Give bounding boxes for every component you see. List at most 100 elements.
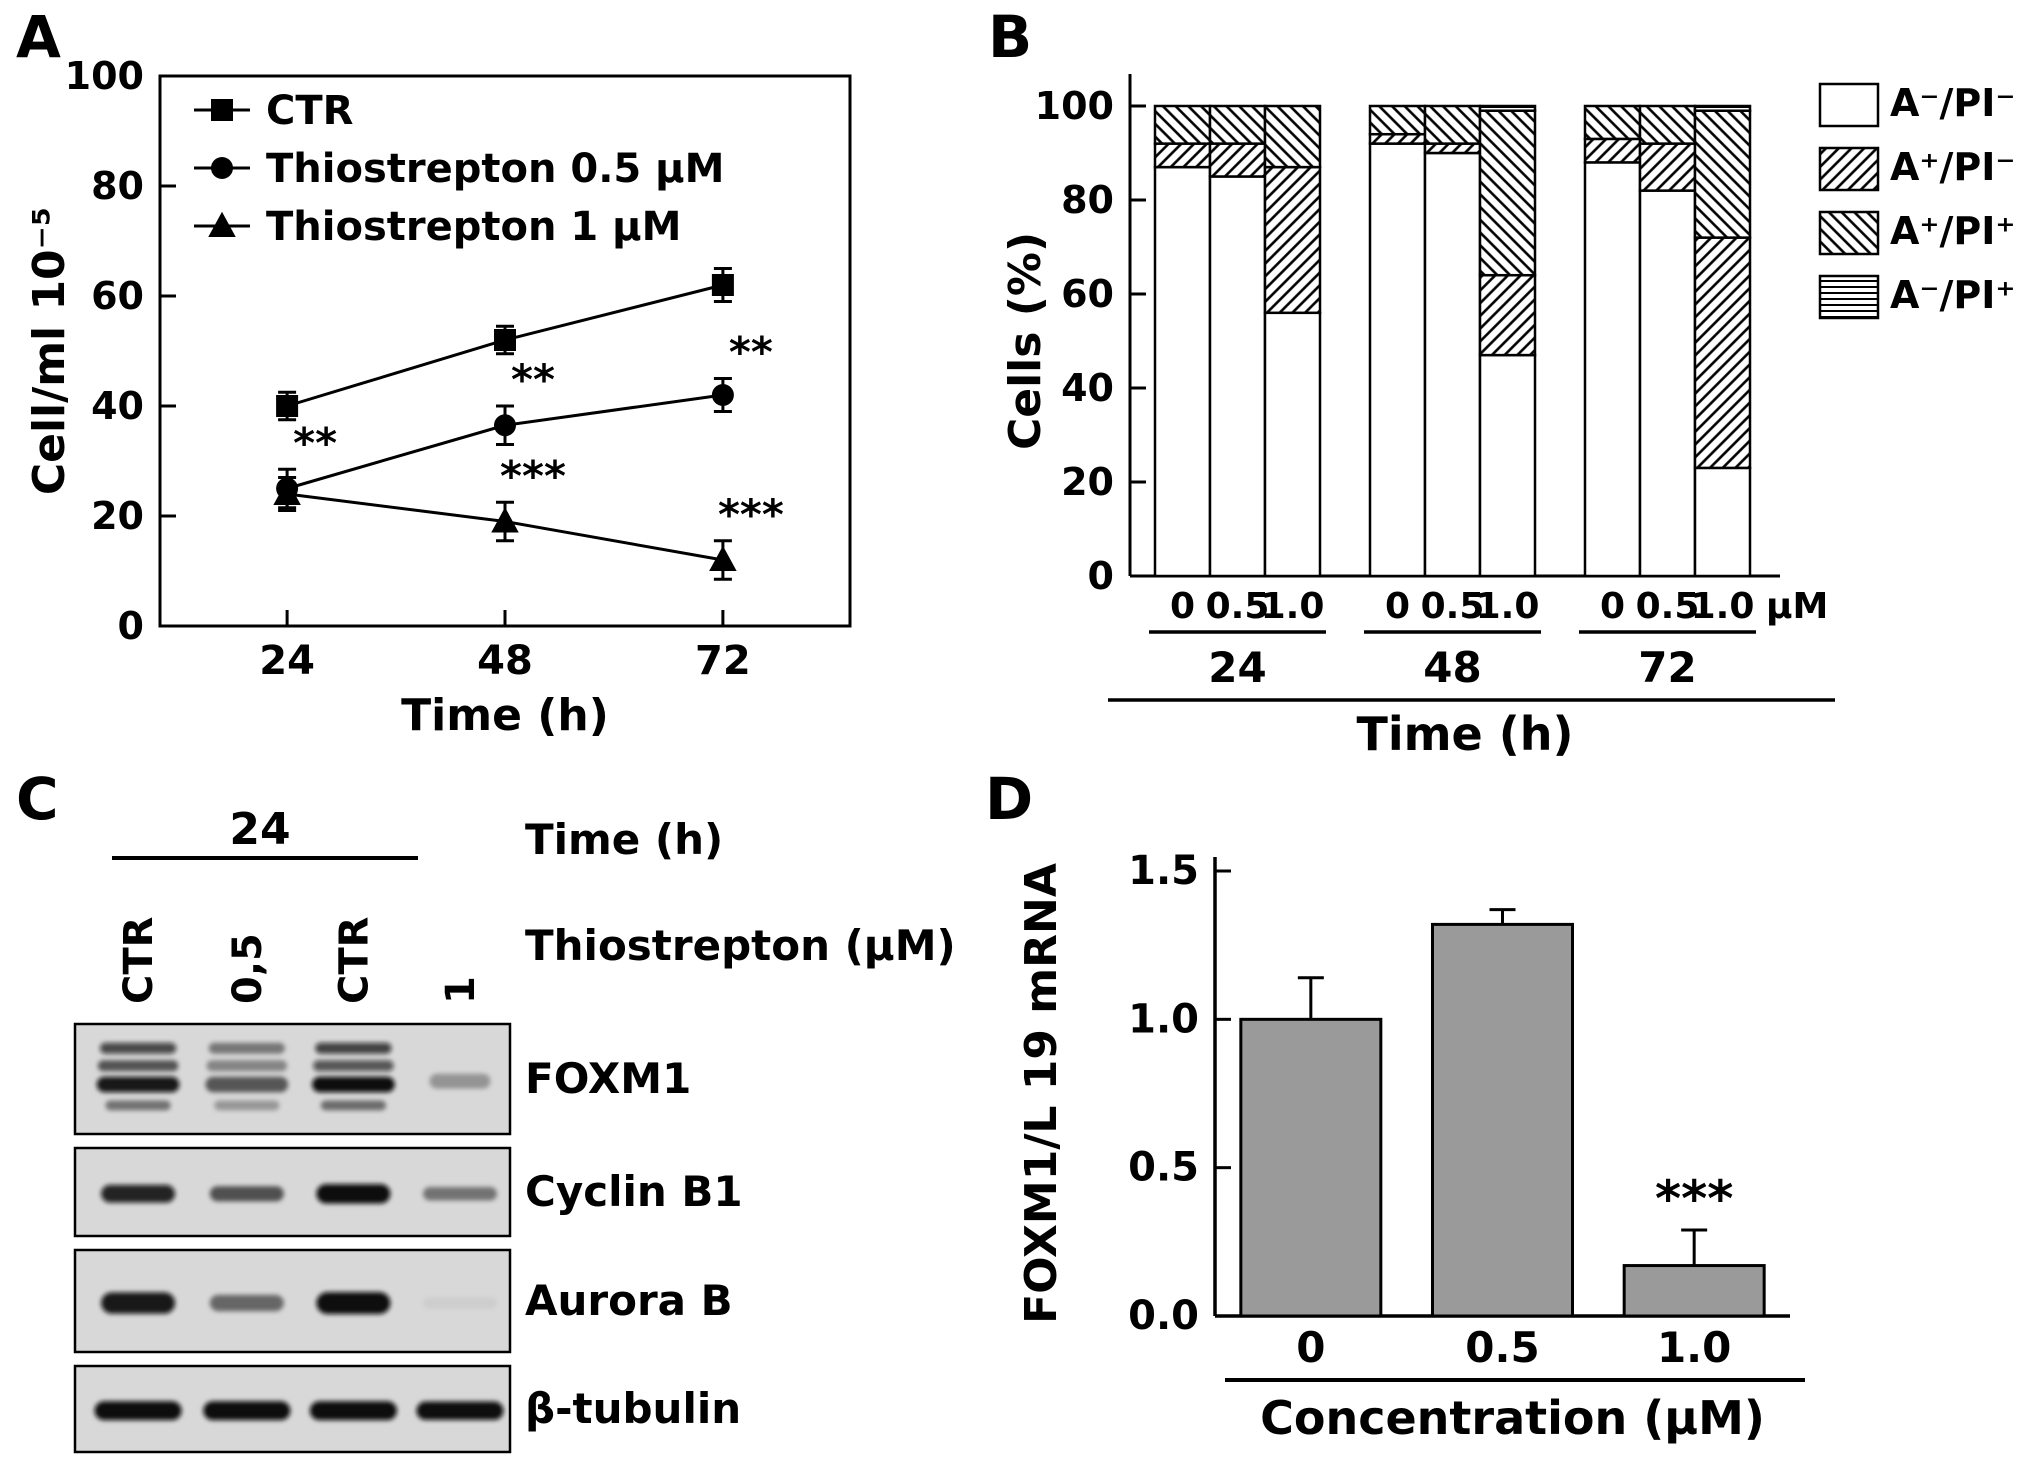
significance-marker: ** xyxy=(729,328,773,377)
protein-band xyxy=(429,1073,491,1089)
category-label: 0 xyxy=(1296,1323,1325,1372)
protein-band xyxy=(423,1186,497,1201)
x-axis-title: Concentration (µM) xyxy=(1260,1391,1765,1445)
bar-segment xyxy=(1693,466,1752,578)
concentration-label: 0.5 xyxy=(1206,586,1270,627)
protein-band xyxy=(97,1060,179,1072)
bar-segment xyxy=(1153,142,1212,169)
bar-segment xyxy=(1153,165,1212,578)
time-value: 24 xyxy=(229,804,290,855)
bar-segment xyxy=(1153,104,1212,145)
protein-band xyxy=(209,1294,284,1312)
blot-row-1 xyxy=(73,1146,512,1238)
lane-label: CTR xyxy=(331,917,377,1004)
svg-text:0: 0 xyxy=(118,604,144,648)
protein-band xyxy=(312,1076,395,1093)
significance-marker: *** xyxy=(500,451,566,500)
svg-text:100: 100 xyxy=(65,54,144,98)
bar-segment xyxy=(1208,104,1267,145)
y-axis-title: Cells (%) xyxy=(1000,232,1051,450)
legend-label: Thiostrepton 0.5 µM xyxy=(266,146,724,192)
legend-label: A⁻/PI⁻ xyxy=(1890,81,2015,125)
svg-text:20: 20 xyxy=(91,494,144,538)
y-axis: 0 20 40 60 80 100 xyxy=(65,54,176,648)
unit-label: µM xyxy=(1766,586,1828,627)
y-axis-title: FOXM1/L 19 mRNA xyxy=(1016,863,1067,1324)
x-axis-title: Time (h) xyxy=(1356,707,1573,761)
concentration-label: 1.0 xyxy=(1476,586,1540,627)
concentration-label: 0 xyxy=(1600,586,1625,627)
lane-label: CTR xyxy=(116,917,162,1004)
protein-band xyxy=(203,1401,291,1421)
y-axis: 0 20 40 60 80 100 xyxy=(1035,84,1146,598)
protein-band xyxy=(316,1184,391,1204)
bar xyxy=(1239,1017,1383,1318)
time-group-label: 72 xyxy=(1638,643,1696,692)
bar-segment xyxy=(1478,109,1537,277)
bar-segment xyxy=(1478,353,1537,578)
bar-segment xyxy=(1368,104,1427,136)
bar xyxy=(1431,922,1574,1318)
bar-segment xyxy=(1583,104,1642,141)
y-axis-title: Cell/ml 10⁻⁵ xyxy=(24,207,75,495)
legend-label: A⁺/PI⁺ xyxy=(1890,209,2015,253)
protein-band xyxy=(416,1401,504,1420)
bar-segment xyxy=(1263,311,1322,578)
protein-band xyxy=(320,1100,387,1111)
blot-target-label: Cyclin B1 xyxy=(525,1167,743,1216)
bar-segment xyxy=(1693,109,1752,239)
protein-band xyxy=(205,1076,289,1093)
svg-text:40: 40 xyxy=(91,384,144,428)
blot-row-3 xyxy=(73,1364,512,1454)
svg-text:100: 100 xyxy=(1035,84,1114,128)
protein-band xyxy=(101,1184,176,1203)
blot-target-label: Aurora B xyxy=(525,1276,733,1325)
panel-d-bar-chart: 0.0 0.5 1.0 1.5 FOXM1/L 19 mRNA 0 0.5 *** 1.0 Con… xyxy=(1016,848,1805,1445)
x-axis: 24 48 72 xyxy=(259,610,751,684)
legend-swatch xyxy=(1818,82,1880,128)
concentration-label: 1.0 xyxy=(1261,586,1325,627)
protein-band xyxy=(96,1076,180,1093)
time-header-label: Time (h) xyxy=(525,815,723,864)
legend-label: CTR xyxy=(266,88,353,134)
bar-segment xyxy=(1638,104,1697,145)
legend-swatch xyxy=(1818,210,1880,256)
protein-band xyxy=(100,1042,177,1054)
svg-text:20: 20 xyxy=(1061,460,1114,504)
concentration-label: 0.5 xyxy=(1636,586,1700,627)
protein-band xyxy=(206,1060,288,1072)
panel-b-label: B xyxy=(988,3,1033,71)
lane-label: 0,5 xyxy=(225,933,271,1004)
protein-band xyxy=(105,1100,171,1111)
bar-segment xyxy=(1478,104,1537,112)
protein-band xyxy=(94,1401,182,1421)
svg-text:0.0: 0.0 xyxy=(1128,1293,1199,1339)
significance-marker: ** xyxy=(511,355,555,404)
bar-segment xyxy=(1368,142,1427,578)
bar-segment xyxy=(1638,142,1697,192)
svg-text:48: 48 xyxy=(477,638,533,684)
bar-segment xyxy=(1423,142,1482,155)
concentration-label: 0 xyxy=(1170,586,1195,627)
protein-band xyxy=(313,1060,394,1072)
svg-text:24: 24 xyxy=(259,638,315,684)
bar-segment xyxy=(1263,165,1322,315)
protein-band xyxy=(101,1292,176,1314)
protein-band xyxy=(315,1042,392,1054)
legend-label: A⁻/PI⁺ xyxy=(1890,273,2015,317)
svg-text:0.5: 0.5 xyxy=(1128,1145,1199,1191)
svg-text:1.0: 1.0 xyxy=(1128,996,1199,1042)
significance-marker: ** xyxy=(293,418,337,467)
significance-marker: *** xyxy=(1655,1170,1733,1228)
category-label: 1.0 xyxy=(1657,1323,1731,1372)
svg-text:60: 60 xyxy=(1061,272,1114,316)
category-label: 0.5 xyxy=(1465,1323,1539,1372)
series-square xyxy=(276,267,734,422)
legend-swatch xyxy=(1818,146,1880,192)
blot-row-2 xyxy=(73,1248,512,1354)
protein-band xyxy=(316,1292,391,1314)
protein-band xyxy=(208,1042,285,1054)
legend-swatch xyxy=(1818,274,1880,320)
svg-text:60: 60 xyxy=(91,274,144,318)
